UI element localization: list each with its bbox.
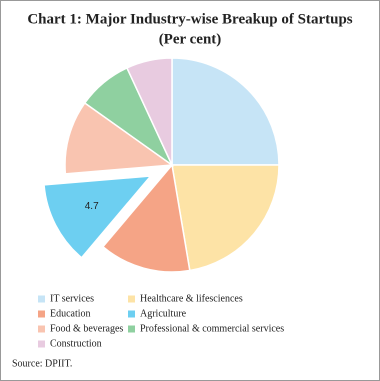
legend-label: Agriculture <box>140 308 187 319</box>
legend-swatch <box>38 325 45 333</box>
legend-label: IT services <box>50 293 94 304</box>
legend-label: Professional & commercial services <box>140 323 284 334</box>
legend-swatch <box>38 295 45 303</box>
pie-slice <box>43 175 153 259</box>
pie-slice <box>125 57 173 166</box>
legend-swatch <box>38 340 45 348</box>
pie-slice <box>171 57 280 166</box>
legend-label: Education <box>50 308 91 319</box>
legend-label: Food & beverages <box>50 323 123 334</box>
legend-swatch <box>38 310 45 318</box>
pie-slice <box>171 164 280 272</box>
source: Source: DPIIT. <box>12 358 72 369</box>
data-label: 4.7 <box>85 201 99 212</box>
legend-swatch <box>128 295 135 303</box>
pie-slice <box>101 163 191 273</box>
legend-swatch <box>128 310 135 318</box>
chart-subtitle: (Per cent) <box>159 31 222 47</box>
pie-slice <box>64 101 175 175</box>
chart-title: Chart 1: Major Industry-wise Breakup of … <box>27 11 352 27</box>
legend-label: Healthcare & lifesciences <box>140 293 243 304</box>
legend-label: Construction <box>50 338 102 349</box>
legend-swatch <box>128 325 135 333</box>
